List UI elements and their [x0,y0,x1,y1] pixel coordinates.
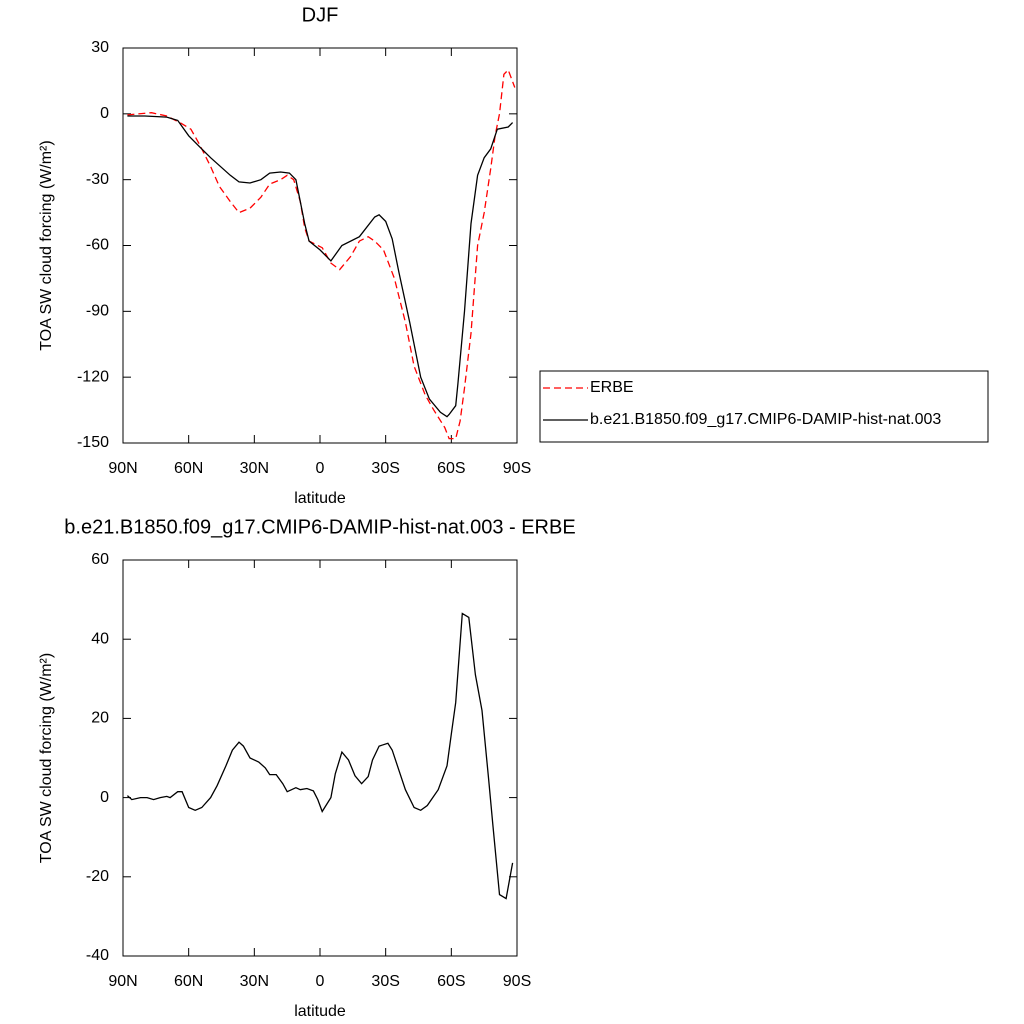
legend-label: ERBE [590,379,634,396]
legend-label: b.e21.B1850.f09_g17.CMIP6-DAMIP-hist-nat… [590,411,941,428]
x-tick-label: 90S [503,460,531,477]
y-tick-label: 40 [91,630,109,647]
chart-title: b.e21.B1850.f09_g17.CMIP6-DAMIP-hist-nat… [64,516,575,538]
x-tick-label: 0 [316,460,325,477]
data-line [126,612,514,900]
y-tick-label: -60 [86,237,109,254]
y-tick-label: -40 [86,947,109,964]
x-tick-label: 60N [174,460,203,477]
x-tick-label: 90N [108,460,137,477]
y-tick-label: 0 [100,789,109,806]
y-axis-label: TOA SW cloud forcing (W/m²) [38,653,55,863]
chart-title: DJF [302,4,339,26]
x-tick-label: 60S [437,460,465,477]
y-tick-label: -150 [77,434,109,451]
y-tick-label: -20 [86,868,109,885]
x-tick-label: 90S [503,973,531,990]
y-tick-label: 60 [91,551,109,568]
x-tick-label: 30S [371,460,399,477]
y-tick-label: -30 [86,171,109,188]
y-tick-label: -90 [86,303,109,320]
x-tick-label: 60N [174,973,203,990]
data-line [127,115,514,418]
y-axis-label: TOA SW cloud forcing (W/m²) [38,140,55,350]
x-tick-label: 90N [108,973,137,990]
x-tick-label: 0 [316,973,325,990]
x-tick-label: 60S [437,973,465,990]
x-axis-label: latitude [294,490,346,507]
x-tick-label: 30N [240,460,269,477]
plot-frame [122,559,518,957]
x-tick-label: 30N [240,973,269,990]
y-tick-label: 20 [91,710,109,727]
x-axis-label: latitude [294,1003,346,1020]
legend-box [539,370,989,443]
y-tick-label: 0 [100,105,109,122]
data-line [127,68,516,440]
y-tick-label: -120 [77,368,109,385]
x-tick-label: 30S [371,973,399,990]
y-tick-label: 30 [91,39,109,56]
